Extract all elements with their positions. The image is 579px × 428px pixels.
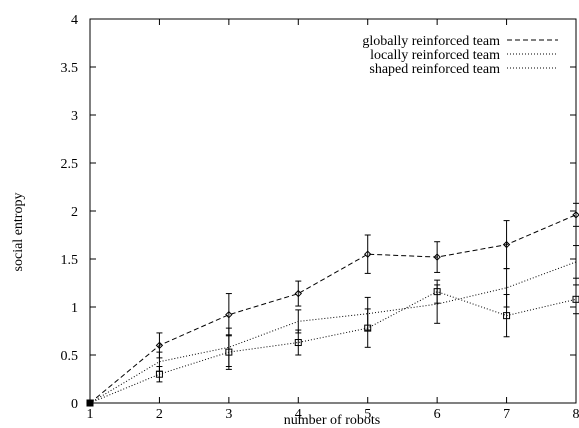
diamond-marker [225, 310, 233, 319]
y-tick-label: 3.5 [61, 61, 79, 76]
legend-label-2: locally reinforced team [370, 48, 500, 63]
series-lines [89, 214, 577, 404]
y-tick-label: 2.5 [61, 157, 79, 172]
y-tick-label: 3 [71, 109, 78, 124]
ticks: 1 2 3 4 5 6 7 8 0 0.5 1 1.5 2 2.5 3 3.5 4 [61, 13, 579, 422]
x-tick-label: 5 [364, 407, 371, 422]
diamond-marker [294, 289, 302, 298]
square-marker [364, 324, 372, 332]
series-line-3 [89, 291, 577, 404]
diamond-marker [572, 211, 579, 219]
diamond-marker [433, 253, 441, 261]
legend-label-1: globally reinforced team [362, 34, 500, 49]
square-marker [225, 348, 233, 356]
y-tick-label: 1 [71, 301, 78, 316]
legend-label-3: shaped reinforced team [369, 62, 500, 77]
x-tick-label: 1 [87, 407, 94, 422]
markers [86, 211, 579, 407]
y-tick-label: 2 [71, 205, 78, 220]
series-line-2 [89, 261, 577, 404]
y-tick-label: 0.5 [61, 349, 79, 364]
x-tick-label: 7 [503, 407, 510, 422]
y-tick-label: 0 [71, 397, 78, 412]
x-tick-label: 6 [434, 407, 441, 422]
y-axis-label: social entropy [11, 193, 26, 272]
diamond-marker [502, 240, 511, 249]
y-tick-label: 1.5 [61, 253, 79, 268]
square-marker [433, 288, 441, 296]
x-tick-label: 3 [225, 407, 232, 422]
diamond-marker [155, 341, 164, 350]
diamond-marker [364, 250, 372, 258]
x-axis-label: number of robots [284, 413, 380, 428]
y-tick-label: 4 [71, 13, 78, 28]
x-tick-label: 4 [295, 407, 302, 422]
square-marker [572, 295, 579, 303]
square-marker [155, 370, 163, 378]
square-marker [294, 339, 302, 347]
square-marker [503, 312, 511, 320]
x-tick-label: 8 [573, 407, 579, 422]
x-tick-label: 2 [156, 407, 163, 422]
